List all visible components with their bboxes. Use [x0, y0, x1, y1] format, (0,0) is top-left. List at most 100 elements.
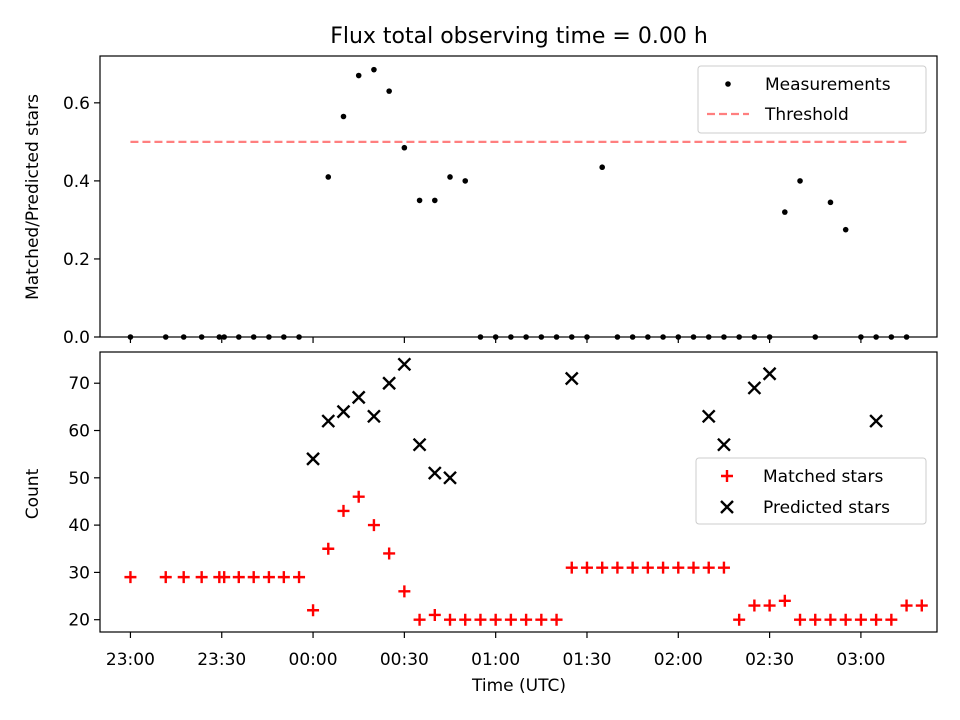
matched-star-point: [763, 599, 776, 612]
matched-star-point: [641, 561, 654, 574]
xtick-label: 23:00: [106, 650, 155, 670]
bottom-xlabel: Time (UTC): [471, 676, 566, 696]
xtick-label: 00:00: [289, 650, 338, 670]
predicted-star-point: [869, 414, 883, 428]
matched-star-point: [657, 561, 670, 574]
predicted-star-point: [717, 437, 731, 452]
matched-star-point: [352, 490, 365, 503]
predicted-star-point: [397, 357, 412, 372]
matched-star-point: [520, 613, 533, 626]
bottom-ylabel: Count: [23, 468, 43, 519]
matched-star-point: [717, 561, 730, 574]
matched-star-point: [124, 571, 137, 584]
matched-star-point: [232, 571, 245, 584]
xtick-label: 02:30: [745, 650, 794, 670]
matched-star-point: [550, 613, 563, 626]
matched-star-point: [428, 608, 441, 621]
matched-star-point: [307, 604, 320, 617]
measurement-point: [462, 178, 469, 184]
measurement-point: [782, 209, 788, 215]
legend-threshold-label: Threshold: [764, 105, 849, 125]
matched-star-point: [535, 613, 548, 626]
predicted-star-point: [701, 409, 716, 424]
top-legend-box: [697, 65, 927, 134]
matched-star-point: [915, 599, 928, 612]
xtick-label: 01:30: [562, 650, 611, 670]
bottom-ytick-label: 40: [68, 516, 90, 536]
matched-star-point: [218, 571, 231, 584]
measurement-point: [797, 178, 803, 184]
matched-star-point: [748, 599, 761, 612]
measurement-point: [386, 88, 392, 94]
legend-measurements-marker: [725, 81, 731, 87]
legend-measurements-label: Measurements: [765, 75, 891, 95]
top-legend: Measurements Threshold: [697, 65, 927, 134]
measurement-point: [355, 72, 362, 79]
xtick-label: 01:00: [471, 650, 520, 670]
predicted-star-point: [382, 376, 396, 391]
matched-star-point: [687, 561, 700, 574]
legend-predicted-label: Predicted stars: [763, 498, 890, 518]
predicted-star-point: [321, 414, 336, 428]
xtick-label: 03:00: [836, 650, 885, 670]
matched-star-point: [444, 613, 457, 626]
matched-star-point: [262, 571, 275, 584]
bottom-legend: Matched stars Predicted stars: [695, 457, 927, 525]
matched-star-point: [611, 561, 624, 574]
matched-star-point: [247, 571, 260, 584]
measurement-point: [340, 113, 347, 120]
bottom-axes-frame: [99, 351, 938, 633]
measurement-point: [401, 144, 408, 151]
matched-star-point: [900, 599, 913, 612]
measurement-point: [371, 66, 377, 73]
top-ytick-label: 0.4: [63, 172, 90, 192]
matched-star-point: [504, 613, 517, 626]
matched-star-point: [293, 571, 306, 584]
matched-star-point: [854, 613, 867, 626]
matched-star-point: [839, 613, 852, 626]
top-ytick-label: 0.6: [63, 94, 90, 114]
bottom-ytick-label: 60: [68, 422, 90, 442]
predicted-star-point: [747, 381, 762, 395]
predicted-star-point: [564, 371, 579, 386]
matched-star-point: [778, 594, 791, 607]
measurement-point: [842, 226, 849, 233]
matched-star-point: [159, 571, 172, 584]
bottom-ytick-label: 50: [68, 469, 90, 489]
bottom-ytick-label: 30: [68, 563, 90, 583]
predicted-star-point: [762, 366, 777, 381]
measurement-point: [827, 199, 834, 206]
predicted-star-point: [427, 466, 442, 480]
matched-star-point: [580, 561, 593, 574]
matched-star-point: [398, 585, 411, 598]
matched-star-point: [474, 613, 487, 626]
matched-star-point: [596, 561, 609, 574]
matched-star-point: [824, 613, 837, 626]
predicted-star-point: [351, 390, 366, 405]
predicted-star-point: [336, 404, 351, 419]
xtick-label: 02:00: [654, 650, 703, 670]
matched-star-point: [885, 613, 898, 626]
legend-matched-marker: [721, 470, 733, 482]
measurement-point: [432, 197, 438, 204]
matched-star-point: [413, 613, 426, 626]
xtick-label: 00:30: [380, 650, 429, 670]
matched-star-point: [177, 571, 190, 584]
measurement-point: [416, 197, 423, 204]
top-ytick-label: 0.2: [63, 250, 90, 270]
matched-star-point: [794, 613, 807, 626]
matched-star-point: [367, 519, 380, 532]
bottom-ytick-label: 20: [68, 611, 90, 631]
matched-star-point: [702, 561, 715, 574]
predicted-star-point: [306, 452, 320, 466]
top-ylabel: Matched/Predicted stars: [23, 94, 43, 300]
bottom-plot-area: [124, 357, 928, 626]
legend-matched-label: Matched stars: [763, 467, 883, 487]
bottom-ytick-label: 70: [68, 374, 90, 394]
measurement-point: [599, 164, 605, 171]
xtick-label: 23:30: [197, 650, 246, 670]
matched-star-point: [626, 561, 639, 574]
matched-star-point: [870, 613, 883, 626]
bottom-legend-box: [695, 457, 927, 525]
